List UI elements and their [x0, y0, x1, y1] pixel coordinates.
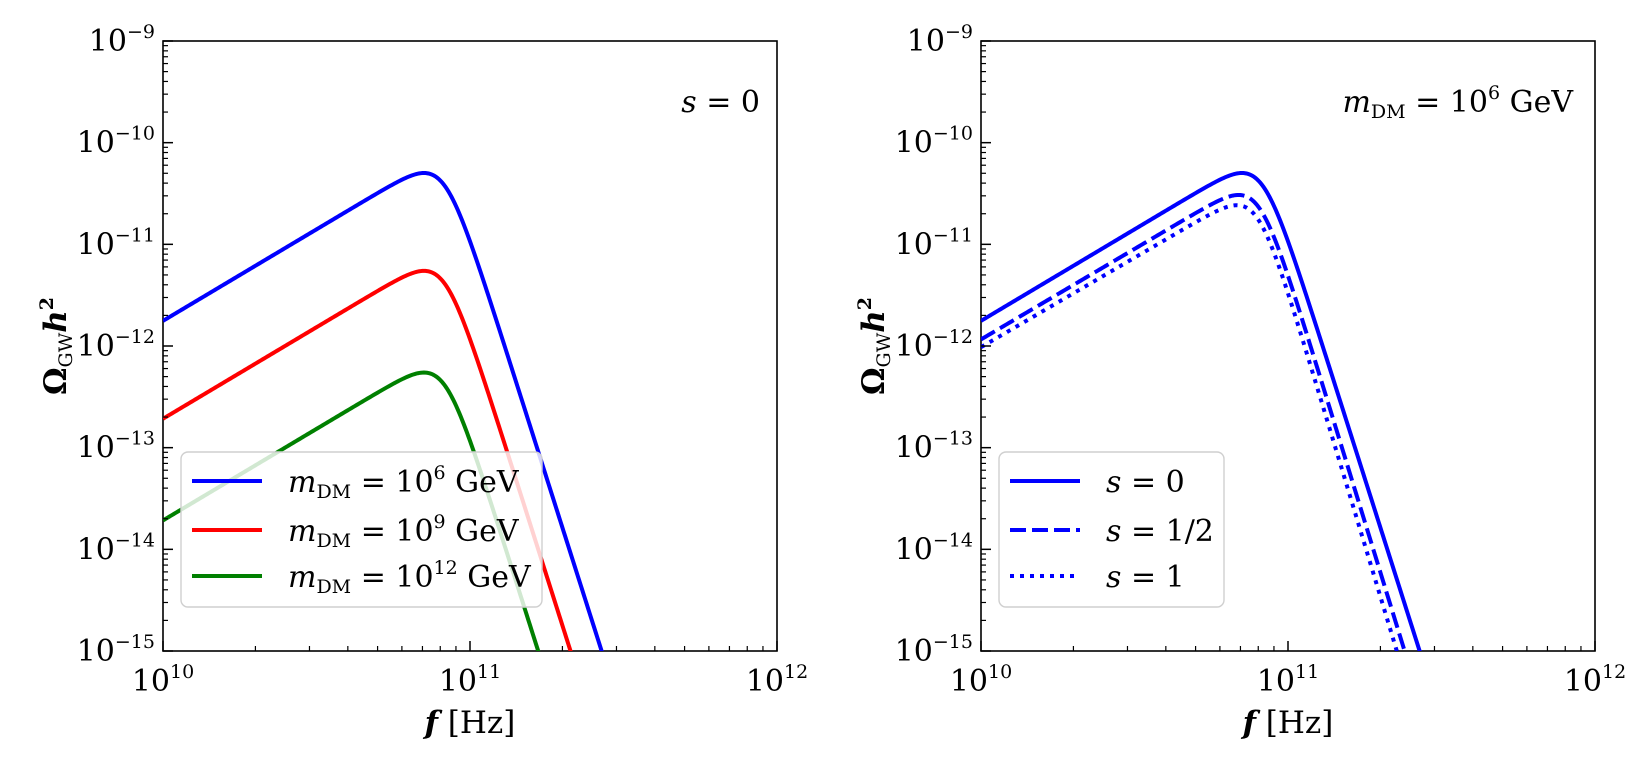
legend-suffix: GeV	[458, 560, 532, 595]
series-group	[163, 170, 604, 651]
legend-mid: = 1	[1121, 560, 1184, 595]
panel-left: 1010 1011 1012 10−9 10−10 10−11 10−12 10−13 10−1…	[36, 21, 808, 741]
y-axis-sub: GW	[873, 332, 895, 367]
x-axis-unit: [Hz]	[438, 705, 515, 741]
y-axis-exp: 2	[854, 297, 876, 310]
x-axis-symbol: f	[423, 705, 443, 741]
x-tick-label: 1010	[132, 661, 194, 699]
annotation: mDM = 106 GeV	[1342, 82, 1574, 123]
y-tick-label: 10−15	[895, 631, 973, 669]
y-axis-exp: 2	[36, 297, 58, 310]
legend-prefix: m	[288, 514, 316, 549]
series-layer	[163, 170, 604, 651]
x-axis-symbol: f	[1241, 705, 1261, 741]
x-tick-label: 1012	[1564, 661, 1626, 699]
legend-entry: s = 1	[1010, 560, 1185, 595]
legend-mid: = 1/2	[1121, 514, 1214, 549]
y-axis-h: h	[38, 310, 74, 333]
y-tick-label: 10−14	[895, 529, 973, 567]
y-axis-omega: Ω	[856, 367, 892, 395]
series-line	[981, 203, 1399, 651]
legend-sub: DM	[316, 576, 351, 598]
annotation-symbol: m	[1342, 85, 1370, 120]
legend-entry: s = 1/2	[1010, 514, 1214, 549]
y-tick-label: 10−11	[895, 224, 973, 262]
panel-right: 1010 1011 1012 10−9 10−10 10−11 10−12 10−13 10−1…	[854, 21, 1626, 741]
series-line	[163, 170, 604, 651]
legend-entry: s = 0	[1010, 465, 1185, 500]
y-tick-label: 10−13	[77, 428, 155, 466]
x-tick-label: 1011	[1257, 661, 1319, 699]
x-axis-unit: [Hz]	[1256, 705, 1333, 741]
legend-label: mDM = 109 GeV	[288, 511, 520, 552]
annotation-exp: 6	[1488, 82, 1500, 104]
legend-label: s = 1/2	[1106, 514, 1214, 549]
annotation-sub: DM	[1371, 101, 1406, 123]
y-tick-label: 10−10	[77, 123, 155, 161]
annotation-rest: = 0	[697, 85, 760, 120]
series-line	[981, 192, 1407, 651]
legend-label: s = 1	[1106, 560, 1185, 595]
y-tick-label: 10−11	[77, 224, 155, 262]
series-layer	[981, 170, 1422, 651]
y-tick-label: 10−15	[77, 631, 155, 669]
x-tick-label: 1012	[746, 661, 808, 699]
series-group	[981, 170, 1422, 651]
legend-exp: 6	[434, 462, 446, 484]
legend-label: mDM = 106 GeV	[288, 462, 520, 503]
y-tick-label: 10−12	[895, 326, 973, 364]
y-tick-label: 10−12	[77, 326, 155, 364]
series-line	[981, 170, 1422, 651]
legend-prefix: m	[288, 560, 316, 595]
legend-prefix: s	[1106, 514, 1121, 549]
legend-label: mDM = 1012 GeV	[288, 557, 532, 598]
y-tick-label: 10−14	[77, 529, 155, 567]
legend-prefix: s	[1106, 560, 1121, 595]
legend-prefix: s	[1106, 465, 1121, 500]
y-axis-label: ΩGWh2	[36, 297, 77, 395]
annotation-mid: = 10	[1406, 85, 1488, 120]
legend-box	[180, 451, 543, 608]
legend-prefix: m	[288, 465, 316, 500]
legend: mDM = 106 GeV mDM = 109 GeV mDM = 1012 G…	[180, 451, 543, 608]
y-tick-label: 10−10	[895, 123, 973, 161]
annotation-unit: GeV	[1500, 85, 1574, 120]
legend-entry: mDM = 1012 GeV	[192, 557, 532, 598]
legend-mid: = 10	[351, 560, 433, 595]
x-tick-label: 1010	[950, 661, 1012, 699]
legend-exp: 9	[434, 511, 446, 533]
legend-mid: = 10	[351, 465, 433, 500]
legend-mid: = 0	[1121, 465, 1184, 500]
annotation: s = 0	[681, 85, 760, 120]
legend-suffix: GeV	[446, 514, 520, 549]
y-axis-label: ΩGWh2	[854, 297, 895, 395]
legend: s = 0 s = 1/2 s = 1	[998, 451, 1225, 608]
x-axis-label: f [Hz]	[423, 705, 516, 741]
y-axis-sub: GW	[55, 332, 77, 367]
y-tick-label: 10−9	[89, 21, 155, 59]
x-axis-label: f [Hz]	[1241, 705, 1334, 741]
tick-layer: 1010 1011 1012 10−9 10−10 10−11 10−12 10−13 10−1…	[77, 21, 808, 699]
y-tick-label: 10−13	[895, 428, 973, 466]
annotation-symbol: s	[681, 85, 696, 120]
series-line	[163, 268, 573, 651]
y-axis-h: h	[856, 310, 892, 333]
y-axis-omega: Ω	[38, 367, 74, 395]
legend-box	[998, 451, 1225, 608]
tick-layer: 1010 1011 1012 10−9 10−10 10−11 10−12 10−13 10−1…	[895, 21, 1626, 699]
legend-sub: DM	[316, 530, 351, 552]
legend-entry: mDM = 106 GeV	[192, 462, 520, 503]
legend-entry: mDM = 109 GeV	[192, 511, 520, 552]
y-tick-label: 10−9	[907, 21, 973, 59]
x-tick-label: 1011	[439, 661, 501, 699]
legend-suffix: GeV	[446, 465, 520, 500]
legend-sub: DM	[316, 481, 351, 503]
legend-label: s = 0	[1106, 465, 1185, 500]
legend-exp: 12	[434, 557, 458, 579]
legend-mid: = 10	[351, 514, 433, 549]
